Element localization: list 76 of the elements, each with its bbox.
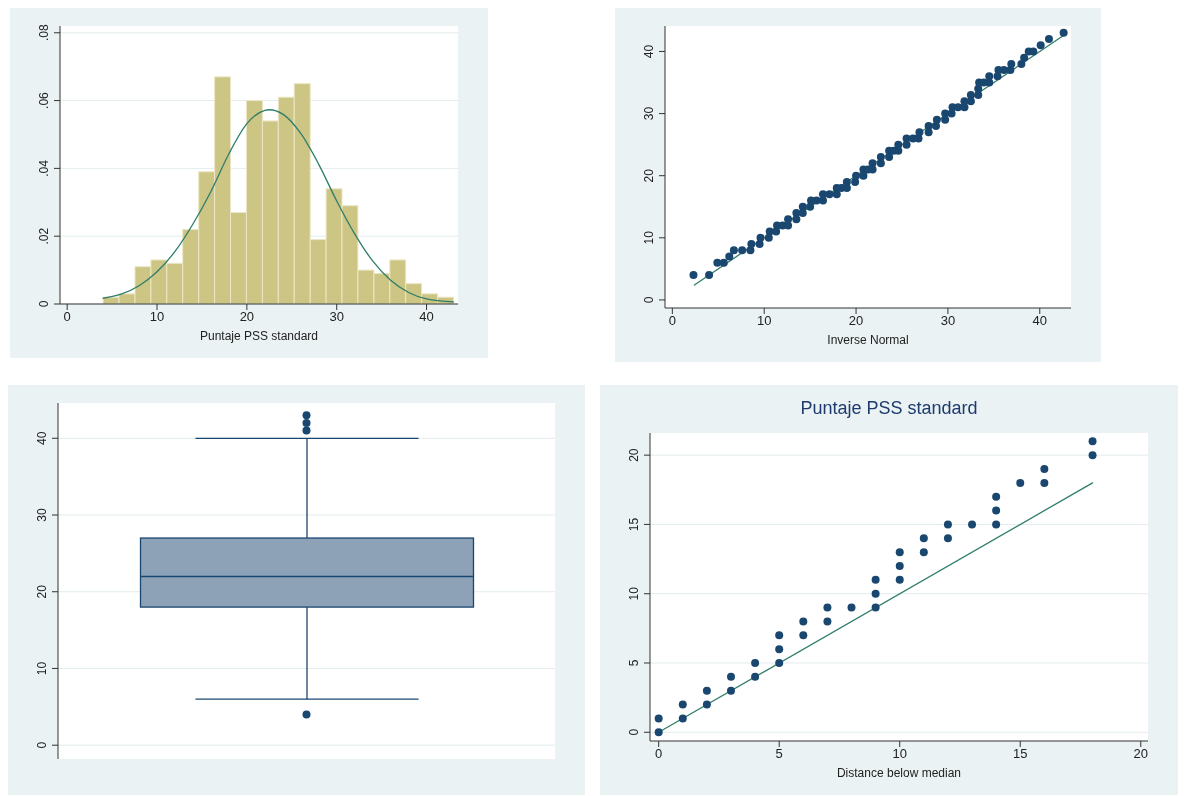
y-tick-label: .08 <box>37 24 51 42</box>
point <box>654 714 663 723</box>
point <box>871 575 880 584</box>
y-tick-label: 40 <box>642 44 656 59</box>
point <box>775 631 784 640</box>
point <box>919 548 928 557</box>
y-tick-label: 10 <box>627 586 641 601</box>
y-tick-label: 40 <box>35 431 49 445</box>
point <box>751 659 760 667</box>
x-tick-label: 40 <box>1032 313 1047 329</box>
point <box>726 672 735 681</box>
x-tick-label: 5 <box>775 746 783 762</box>
point <box>919 534 928 543</box>
y-tick-label: 10 <box>35 661 49 676</box>
x-tick-label: 10 <box>756 313 772 329</box>
point <box>943 534 952 543</box>
y-tick-label: .04 <box>37 159 51 177</box>
y-tick-label: 0 <box>627 728 641 736</box>
line-series <box>102 109 455 303</box>
y-tick-label: 0 <box>37 300 51 308</box>
point <box>1040 478 1049 487</box>
x-tick-label: 30 <box>940 313 956 329</box>
x-tick-label: 30 <box>329 309 344 325</box>
point <box>823 617 832 626</box>
x-tick-label: 20 <box>239 309 255 325</box>
point <box>895 562 904 571</box>
x-tick-label: 0 <box>63 309 71 325</box>
point <box>992 520 1001 529</box>
y-tick-label: 20 <box>642 168 656 183</box>
x-tick-label: 20 <box>1133 746 1148 762</box>
point <box>847 603 856 612</box>
y-tick-label: 15 <box>627 517 641 532</box>
point <box>678 714 687 723</box>
x-tick-label: 15 <box>1013 746 1028 762</box>
y-tick-label: 30 <box>642 106 656 121</box>
x-axis-title: Distance below median <box>836 766 962 780</box>
x-tick-label: 0 <box>668 313 676 329</box>
y-tick-label: .06 <box>37 91 51 109</box>
y-tick-label: 0 <box>35 741 49 749</box>
y-tick-label: 10 <box>642 230 656 245</box>
point <box>823 603 832 612</box>
point <box>678 700 687 709</box>
x-tick-label: 10 <box>149 309 165 325</box>
y-tick-label: 20 <box>35 584 49 599</box>
point <box>799 617 808 626</box>
y-tick-label: 0 <box>642 296 656 304</box>
point <box>1016 478 1025 487</box>
point <box>726 686 735 695</box>
y-tick-label: 30 <box>35 508 49 522</box>
y-tick-label: 5 <box>627 659 641 667</box>
point <box>968 520 977 529</box>
point <box>775 645 784 654</box>
point <box>654 728 663 737</box>
point <box>775 659 784 667</box>
x-tick-label: 10 <box>892 746 907 762</box>
x-axis-title: Puntaje PSS standard <box>199 329 319 343</box>
y-tick-label: 20 <box>627 448 641 462</box>
point <box>1088 437 1097 446</box>
point <box>871 603 880 612</box>
point <box>751 672 760 681</box>
point <box>799 631 808 640</box>
point <box>943 520 952 529</box>
point <box>871 589 880 598</box>
point <box>992 492 1001 501</box>
x-tick-label: 40 <box>419 309 434 325</box>
chart-title: Puntaje PSS standard <box>799 397 979 420</box>
point <box>1088 451 1097 460</box>
point <box>895 548 904 557</box>
x-tick-label: 20 <box>848 313 864 329</box>
point <box>702 700 711 709</box>
point <box>1040 465 1049 474</box>
point <box>895 575 904 584</box>
point <box>992 506 1001 515</box>
x-axis-title: Inverse Normal <box>827 333 909 347</box>
y-tick-label: .02 <box>37 227 51 245</box>
point <box>702 686 711 695</box>
